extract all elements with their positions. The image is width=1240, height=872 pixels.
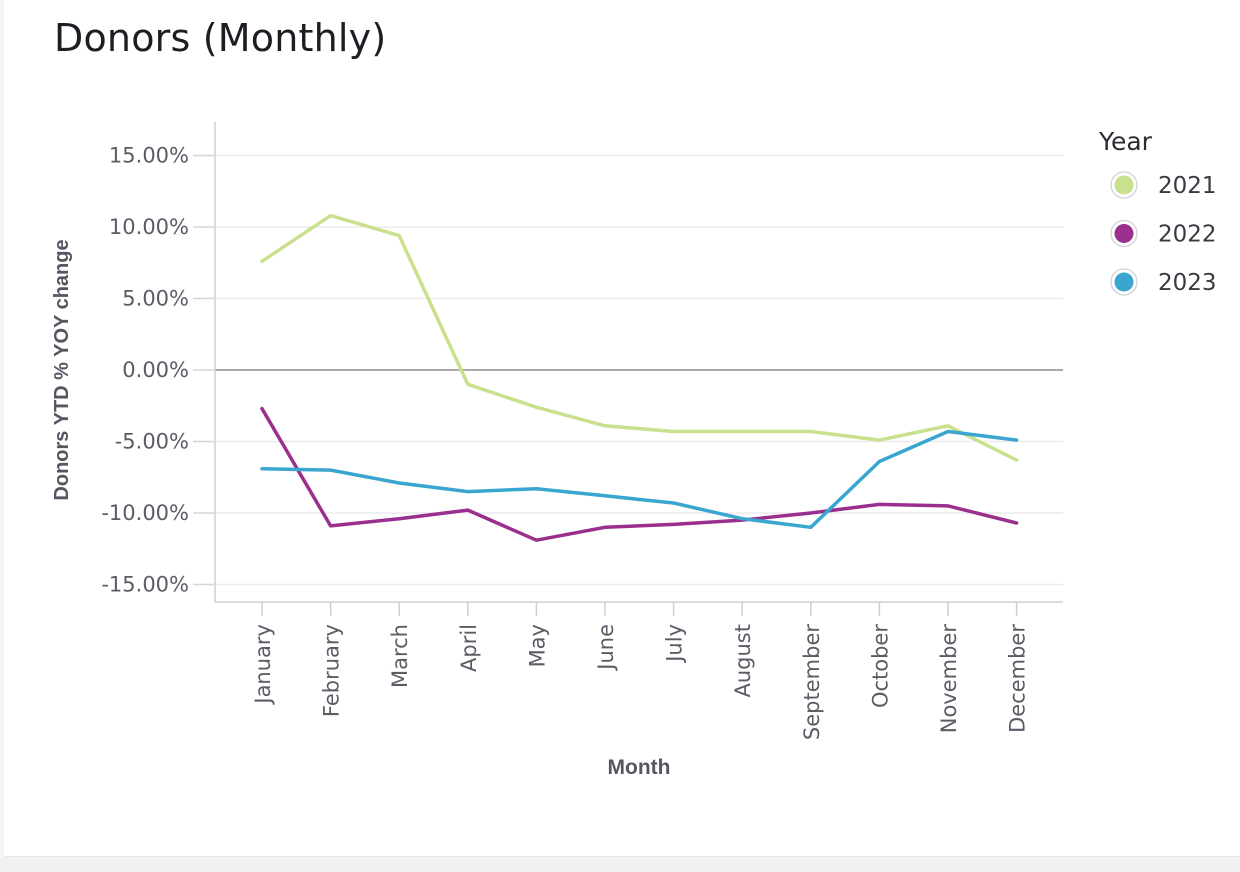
x-tick-label: January xyxy=(251,624,275,706)
legend-item-2022[interactable]: 2022 xyxy=(1110,219,1217,248)
y-axis-ticks: 15.00% 10.00% 5.00% 0.00% -5.00% -10.00% -15.0… xyxy=(101,144,214,597)
legend-item-2021[interactable]: 2021 xyxy=(1110,171,1217,199)
legend-label: 2021 xyxy=(1158,173,1217,199)
legend-swatch xyxy=(1114,175,1134,195)
series-lines xyxy=(260,213,1019,542)
legend-title: Year xyxy=(1098,127,1153,156)
y-tick-label: -15.00% xyxy=(101,573,189,597)
y-tick-label: 10.00% xyxy=(109,215,189,239)
y-tick-label: -5.00% xyxy=(115,430,189,454)
x-tick-label: August xyxy=(731,624,755,698)
x-tick-label: February xyxy=(320,624,344,717)
legend-swatch xyxy=(1114,272,1134,292)
legend-label: 2023 xyxy=(1158,270,1217,296)
x-tick-label: September xyxy=(800,624,824,740)
y-tick-label: -10.00% xyxy=(101,501,189,525)
x-tick-label: June xyxy=(594,624,618,672)
x-tick-label: July xyxy=(663,624,687,664)
y-tick-label: 5.00% xyxy=(122,287,189,311)
y-tick-label: 0.00% xyxy=(122,358,189,382)
legend-swatch xyxy=(1114,224,1134,243)
series-line-2023 xyxy=(260,429,1019,530)
x-tick-label: December xyxy=(1006,624,1030,733)
x-axis-ticks: January February March April May June July Augu… xyxy=(251,602,1030,740)
page-title: Donors (Monthly) xyxy=(54,16,387,60)
axes xyxy=(214,122,1063,603)
x-tick-label: April xyxy=(457,624,481,672)
x-tick-label: March xyxy=(388,624,412,688)
legend-item-2023[interactable]: 2023 xyxy=(1110,268,1217,296)
x-tick-label: November xyxy=(937,624,961,734)
legend-label: 2022 xyxy=(1158,222,1217,248)
x-axis-label: Month xyxy=(608,756,671,779)
series-line-2022 xyxy=(260,406,1019,542)
series-line-2021 xyxy=(260,213,1019,462)
bottom-strip xyxy=(0,857,1240,872)
y-tick-label: 15.00% xyxy=(109,144,189,168)
x-tick-label: May xyxy=(525,624,549,667)
x-tick-label: October xyxy=(868,624,892,708)
y-axis-label: Donors YTD % YOY change xyxy=(51,239,73,500)
